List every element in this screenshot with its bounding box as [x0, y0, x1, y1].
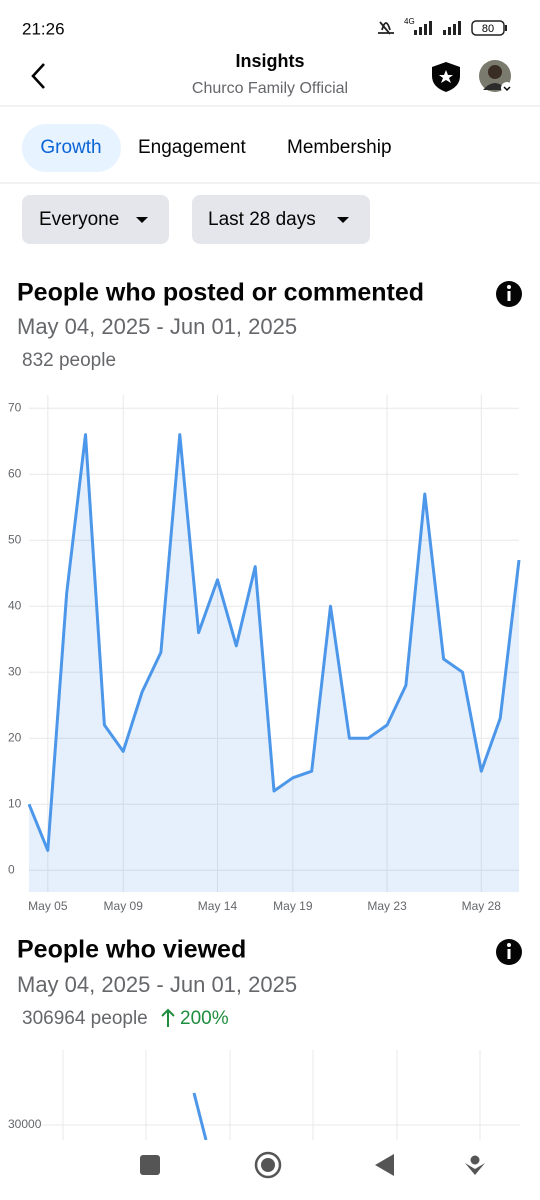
info-icon[interactable] — [496, 281, 522, 307]
chart-area: 0 10 20 30 40 50 60 70 May 05 May 09 May 14 May 19 M… — [8, 395, 521, 913]
signal-icons — [378, 20, 507, 36]
nav-assist[interactable] — [465, 1155, 485, 1176]
y-tick-label: 20 — [8, 730, 22, 744]
x-tick-label: May 09 — [104, 899, 144, 913]
chart-title: People who posted or commented — [17, 279, 424, 307]
up-arrow — [161, 1008, 175, 1027]
y-tick-label: 30000 — [8, 1117, 42, 1131]
chart2-grid — [62, 1050, 481, 1140]
battery: 80 — [482, 23, 494, 35]
filter-label: Last 28 days — [208, 209, 316, 230]
badge-icon[interactable] — [432, 62, 460, 92]
filter-button[interactable] — [192, 195, 370, 244]
y-tick-label: 70 — [8, 400, 22, 414]
total-count: 832 people — [22, 350, 116, 371]
tab[interactable]: Membership — [287, 137, 392, 158]
y-tick-label: 0 — [8, 862, 15, 876]
y-tick-label: 60 — [8, 466, 22, 480]
tab[interactable]: Engagement — [138, 137, 246, 158]
header-title: Insights — [235, 51, 304, 71]
x-tick-label: May 19 — [273, 899, 313, 913]
nav-home[interactable] — [254, 1151, 282, 1179]
back-button[interactable] — [31, 63, 45, 89]
dropdown-caret — [136, 217, 148, 223]
x-tick-label: May 14 — [198, 899, 238, 913]
nav-recent[interactable] — [140, 1155, 160, 1175]
y-tick-label: 10 — [8, 796, 22, 810]
date-range: May 04, 2025 - Jun 01, 2025 — [17, 972, 297, 997]
filter-label: Everyone — [39, 209, 119, 230]
area-fill — [29, 434, 519, 892]
status-time: 21:26 — [22, 19, 65, 38]
date-range: May 04, 2025 - Jun 01, 2025 — [17, 314, 297, 339]
chart-title: People who viewed — [17, 936, 246, 964]
tab[interactable]: Growth — [40, 137, 101, 158]
data-line — [27, 433, 521, 852]
filter-button[interactable] — [22, 195, 169, 244]
status-network: 4G — [404, 17, 415, 26]
y-tick-label: 50 — [8, 532, 22, 546]
tab-active-bg — [22, 124, 121, 172]
x-tick-label: May 28 — [462, 899, 502, 913]
x-tick-label: May 23 — [367, 899, 407, 913]
x-tick-label: May 05 — [28, 899, 68, 913]
profile-avatar[interactable] — [479, 60, 513, 94]
info-icon[interactable] — [496, 939, 522, 965]
y-tick-label: 30 — [8, 664, 22, 678]
y-tick-label: 40 — [8, 598, 22, 612]
total-count: 306964 people — [22, 1008, 148, 1029]
change-percent: 200% — [180, 1008, 229, 1029]
line-fragment — [192, 1092, 208, 1141]
dropdown-caret — [337, 217, 349, 223]
nav-back[interactable] — [375, 1154, 394, 1176]
header-subtitle: Churco Family Official — [192, 80, 348, 97]
